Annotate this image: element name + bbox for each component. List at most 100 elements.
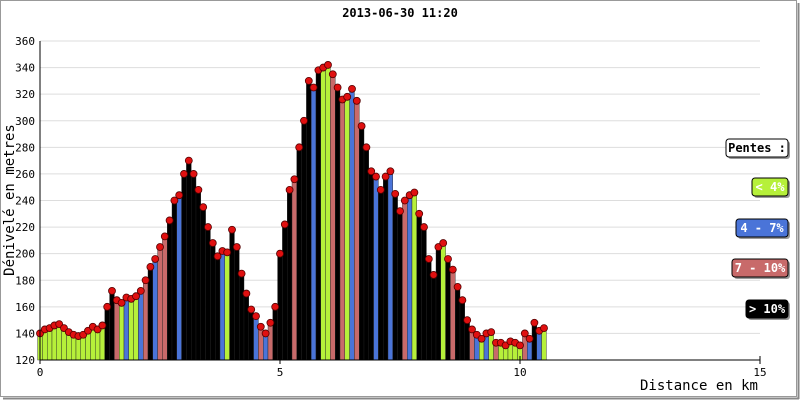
point (463, 316, 472, 325)
point (525, 334, 534, 343)
point (304, 76, 313, 85)
bar (195, 189, 201, 361)
bar (315, 70, 321, 361)
point (290, 175, 299, 184)
point (170, 196, 179, 205)
point (194, 185, 203, 194)
point (300, 116, 308, 125)
point (376, 185, 385, 194)
bar (325, 64, 331, 361)
point (530, 318, 539, 327)
bar (219, 250, 225, 361)
bar (387, 171, 393, 361)
bar (272, 306, 278, 361)
bar (128, 298, 134, 361)
point (352, 96, 361, 105)
point (175, 191, 184, 200)
point (396, 207, 404, 216)
bar (349, 88, 355, 361)
bar (378, 189, 384, 361)
bar (359, 125, 365, 361)
point (357, 122, 366, 130)
point (400, 196, 409, 205)
bar (224, 252, 230, 361)
point (252, 312, 260, 321)
bar (238, 273, 245, 361)
bar (234, 246, 240, 361)
y-tick-label: 180 (15, 274, 35, 287)
bar (114, 299, 120, 361)
bar (104, 306, 110, 361)
point (180, 170, 188, 178)
point (208, 239, 217, 247)
legend-title-box (725, 138, 789, 158)
y-tick-label: 160 (15, 301, 35, 314)
y-tick-label: 120 (15, 354, 35, 367)
legend-entry: 4 - 7% (740, 221, 784, 235)
point (276, 249, 284, 258)
markers (36, 61, 548, 350)
bar (186, 160, 192, 361)
point (204, 223, 212, 231)
point (261, 329, 270, 338)
point (386, 167, 395, 176)
bar (392, 193, 398, 361)
bar (243, 293, 249, 361)
point (391, 189, 400, 198)
bar (407, 194, 413, 361)
bar (383, 176, 389, 361)
legend: Pentes : < 4% 4 - 7% 7 - 10% > 10% (725, 138, 790, 320)
y-axis-label: Dénivelé en metres (2, 124, 18, 276)
x-tick-label: 0 (37, 366, 44, 379)
y-tick-label: 220 (15, 221, 35, 234)
bar (335, 87, 341, 361)
point (468, 325, 476, 334)
point (415, 209, 424, 218)
point (348, 84, 356, 93)
y-tick-label: 140 (15, 327, 35, 340)
axes: 120 140 160 180 200 220 240 260 280 300 320 340 360 0… (15, 35, 767, 379)
bar (162, 236, 168, 361)
bar (253, 315, 259, 361)
bar (421, 226, 427, 361)
point (362, 143, 371, 152)
point (232, 243, 241, 251)
point (199, 203, 208, 212)
point (458, 296, 467, 305)
bar (138, 290, 144, 361)
bar (205, 226, 211, 361)
point (324, 61, 332, 69)
bar (330, 74, 336, 361)
bar (301, 120, 307, 361)
bar (267, 322, 273, 361)
point (213, 252, 222, 261)
point (309, 83, 318, 92)
bar (354, 100, 360, 361)
point (247, 305, 256, 314)
bar (214, 256, 221, 361)
bar (118, 302, 125, 361)
bar (166, 220, 173, 361)
point (184, 156, 193, 165)
point (151, 255, 160, 263)
point (103, 302, 112, 311)
bar (373, 176, 379, 361)
point (189, 170, 198, 178)
point (141, 276, 150, 285)
y-tick-label: 280 (15, 141, 35, 154)
point (487, 328, 496, 336)
point (372, 172, 380, 181)
bar (171, 200, 177, 361)
bar (397, 210, 403, 361)
point (285, 185, 294, 194)
point (410, 188, 419, 197)
point (328, 70, 337, 79)
bar (320, 67, 326, 361)
bar (344, 96, 350, 361)
legend-entry-box (731, 258, 789, 278)
bar (282, 224, 288, 361)
bar (176, 194, 182, 361)
bar (291, 179, 297, 361)
y-tick-label: 300 (15, 115, 35, 128)
legend-entry: > 10% (749, 302, 786, 316)
